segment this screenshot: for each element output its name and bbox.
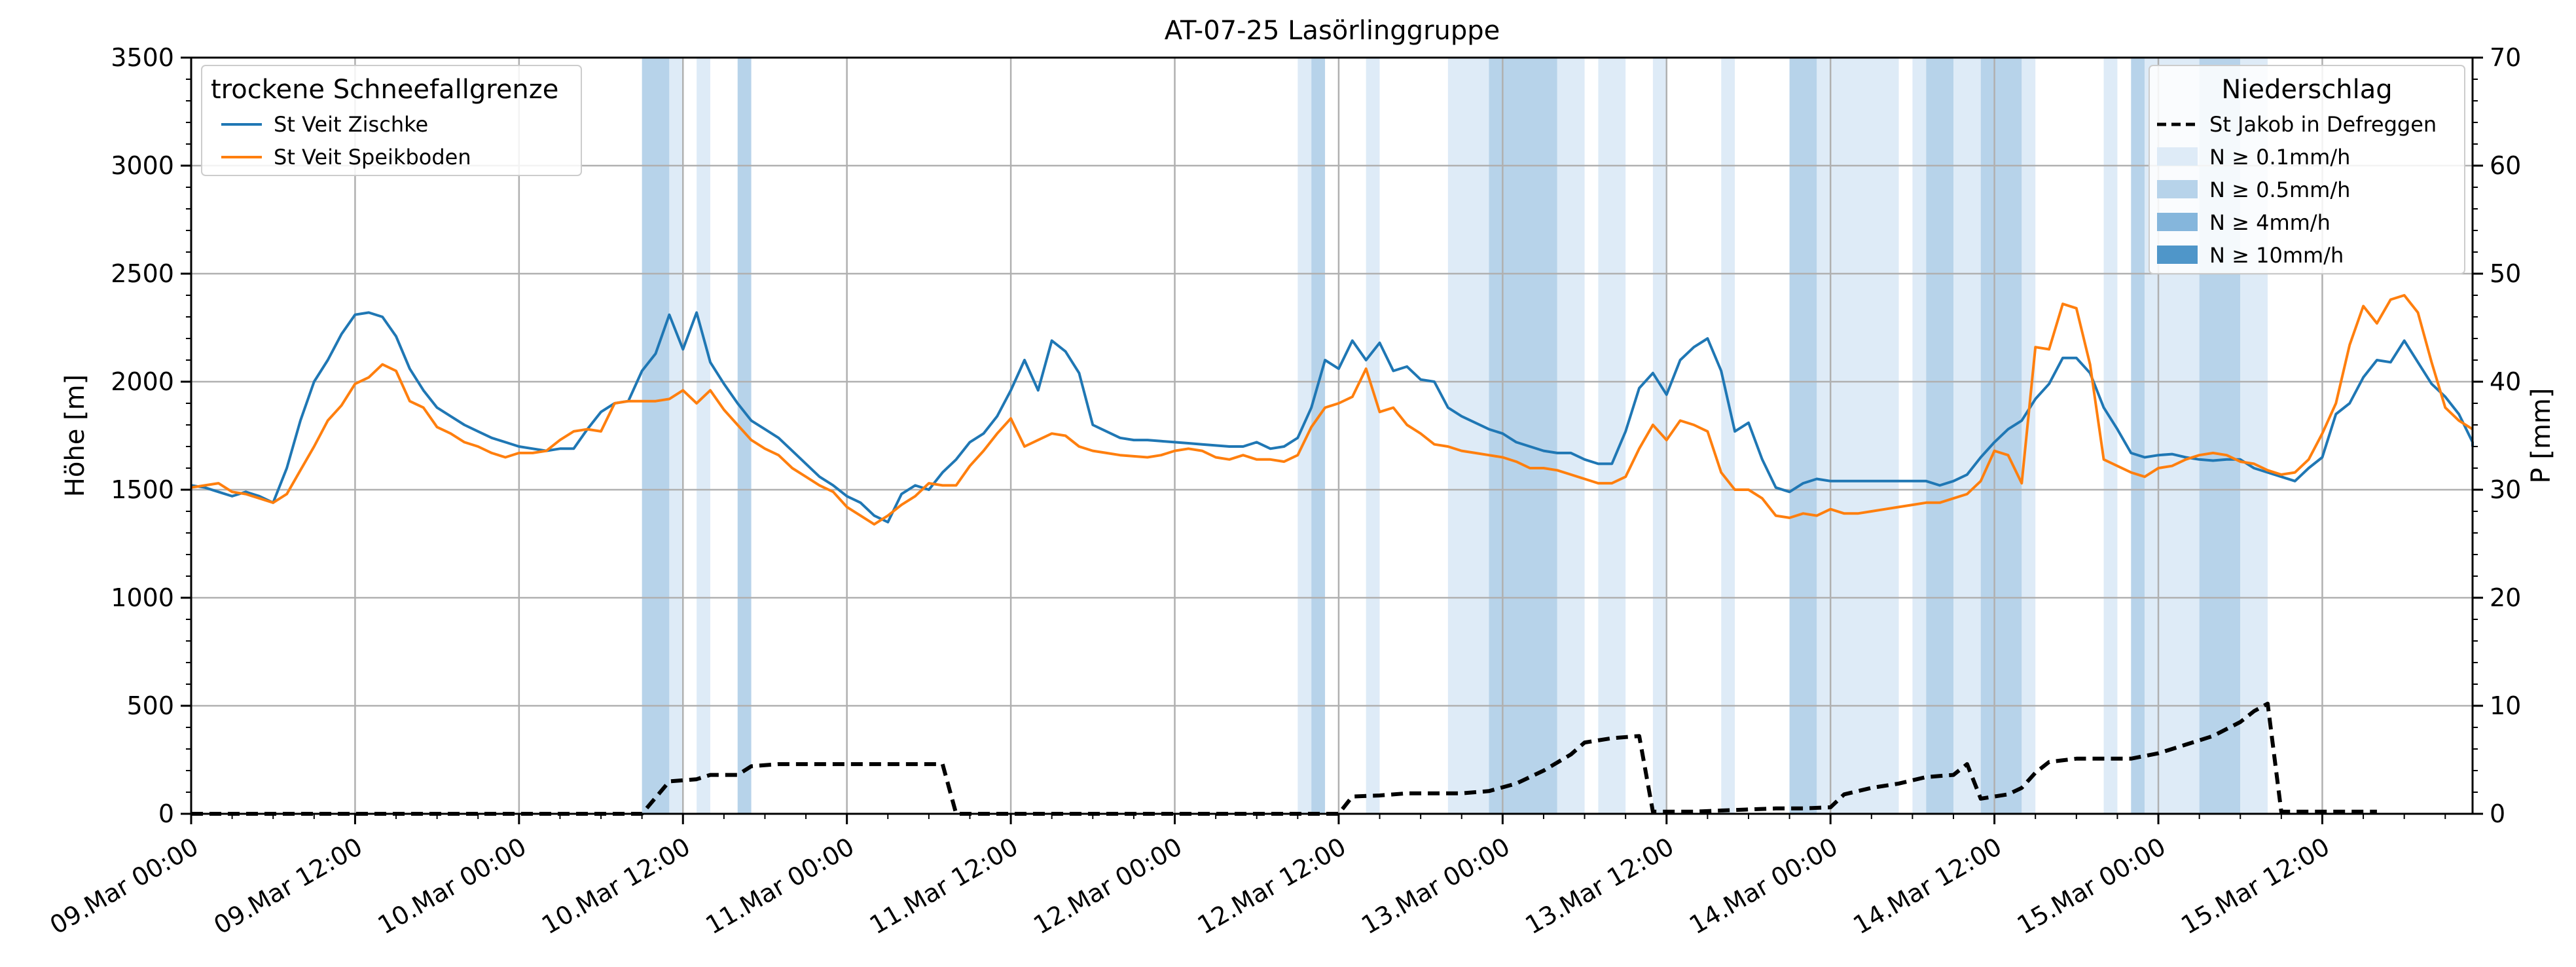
precip-band-2 bbox=[697, 58, 710, 814]
tick-label-left-6: 3000 bbox=[111, 151, 174, 180]
precip-band-1 bbox=[669, 58, 683, 814]
legend-label-n01: N ≥ 0.1mm/h bbox=[2209, 145, 2350, 170]
series-line-1 bbox=[190, 294, 2474, 526]
tick-label-left-0: 0 bbox=[158, 799, 174, 828]
legend-label-zischke: St Veit Zischke bbox=[274, 112, 428, 137]
legend-swatch-n01 bbox=[2157, 147, 2198, 166]
series-line-0 bbox=[190, 311, 2474, 524]
tick-label-right-5: 50 bbox=[2490, 259, 2521, 288]
tick-label-left-2: 1000 bbox=[111, 583, 174, 612]
precip-band-6 bbox=[1366, 58, 1380, 814]
tick-label-left-3: 1500 bbox=[111, 475, 174, 504]
y-axis-left: 0 500 1000 1500 2000 2500 3000 3500 bbox=[111, 43, 191, 828]
plot-area bbox=[190, 56, 2474, 816]
tick-label-right-3: 30 bbox=[2490, 475, 2521, 504]
legend-swatch-n05 bbox=[2157, 180, 2198, 198]
precip-band-3 bbox=[737, 58, 752, 814]
legend-swatch-n10 bbox=[2157, 246, 2198, 264]
precip-band-13 bbox=[1789, 58, 1817, 814]
precip-band-7 bbox=[1447, 58, 1489, 814]
precip-band-17 bbox=[1953, 58, 1981, 814]
plot-background bbox=[191, 58, 2473, 814]
tick-label-left-5: 2500 bbox=[111, 259, 174, 288]
precip-band-5 bbox=[1311, 58, 1326, 814]
legend-label-n4: N ≥ 4mm/h bbox=[2209, 210, 2331, 235]
precip-band-12 bbox=[1721, 58, 1735, 814]
y-axis-left-label: Höhe [m] bbox=[60, 374, 90, 497]
precip-band-9 bbox=[1557, 58, 1585, 814]
series-line-2 bbox=[191, 701, 2377, 816]
legend-snowfall-frame bbox=[201, 65, 582, 176]
legend-label-stjakob: St Jakob in Defreggen bbox=[2209, 112, 2437, 137]
precip-band-4 bbox=[1297, 58, 1312, 814]
y-axis-right-label: P [mm] bbox=[2526, 388, 2556, 484]
legend-snowfall-title: trockene Schneefallgrenze bbox=[211, 75, 558, 105]
tick-label-right-6: 60 bbox=[2490, 151, 2521, 180]
tick-label-right-7: 70 bbox=[2490, 43, 2521, 72]
tick-label-right-1: 10 bbox=[2490, 691, 2521, 720]
tick-label-right-0: 0 bbox=[2490, 799, 2505, 828]
precip-band-20 bbox=[2103, 58, 2118, 814]
precip-band-8 bbox=[1489, 58, 1557, 814]
legend-label-speikboden: St Veit Speikboden bbox=[274, 145, 471, 170]
legend-snowfall: trockene Schneefallgrenze St Veit Zischk… bbox=[201, 65, 582, 176]
legend-precipitation-frame bbox=[2149, 65, 2465, 274]
tick-label-right-4: 40 bbox=[2490, 367, 2521, 396]
legend-precipitation-title: Niederschlag bbox=[2221, 75, 2392, 105]
precip-band-21 bbox=[2131, 58, 2145, 814]
legend-swatch-n4 bbox=[2157, 213, 2198, 231]
y-axis-right: 0 10 20 30 40 50 60 70 bbox=[2473, 43, 2521, 828]
precip-band-14 bbox=[1817, 58, 1899, 814]
precip-band-19 bbox=[2022, 58, 2036, 814]
precip-band-11 bbox=[1652, 58, 1667, 814]
legend-precipitation: Niederschlag St Jakob in Defreggen N ≥ 0… bbox=[2149, 65, 2465, 274]
legend-label-n10: N ≥ 10mm/h bbox=[2209, 243, 2344, 268]
tick-label-left-1: 500 bbox=[126, 691, 174, 720]
precip-band-10 bbox=[1598, 58, 1626, 814]
tick-label-right-2: 20 bbox=[2490, 583, 2521, 612]
plot-frame bbox=[190, 56, 2474, 815]
precip-band-15 bbox=[1912, 58, 1927, 814]
series-layer bbox=[190, 294, 2474, 816]
legend-label-n05: N ≥ 0.5mm/h bbox=[2209, 177, 2350, 202]
tick-label-left-7: 3500 bbox=[111, 43, 174, 72]
precip-band-16 bbox=[1926, 58, 1954, 814]
tick-label-left-4: 2000 bbox=[111, 367, 174, 396]
precip-band-0 bbox=[642, 58, 670, 814]
chart-title: AT-07-25 Lasörlinggruppe bbox=[1165, 16, 1500, 46]
